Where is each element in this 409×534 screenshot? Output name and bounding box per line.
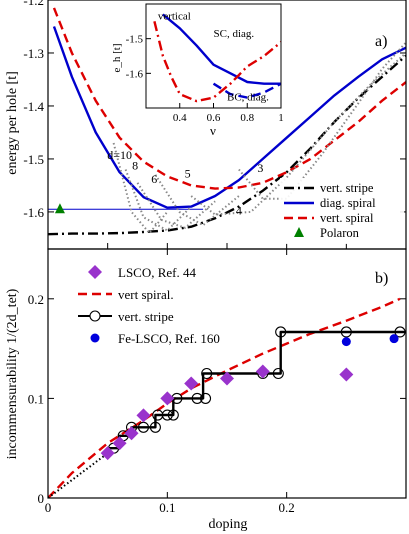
curve-label-4: 4: [236, 204, 242, 218]
inset-label-bc-diag-: BC, diag.: [227, 91, 269, 103]
inset-ytick-label: -1.6: [126, 68, 144, 80]
inset-label-sc-diag-: SC, diag.: [214, 28, 255, 40]
panel-b-ytick-label: 0.1: [28, 391, 44, 406]
inset-ylabel: e_h [t]: [111, 43, 123, 72]
panel-b-ylabel: incommensurability 1/(2d_tet): [5, 288, 20, 459]
lsco-point: [339, 367, 354, 382]
legend-fe-marker: [90, 333, 100, 343]
stripe-circle: [272, 367, 284, 380]
legend-label: vert. spiral: [320, 211, 374, 225]
stripe-circle: [199, 392, 212, 404]
curve-label-3: 3: [257, 161, 263, 175]
fe-lsco-point: [389, 334, 399, 344]
panel-a-series-d-4: [190, 52, 406, 216]
lsco-point: [220, 371, 234, 386]
panel-b-ytick-label: 0.2: [28, 292, 44, 307]
panel-b-xtick-label: 0.1: [159, 500, 175, 515]
lsco-point: [136, 408, 151, 423]
panel-b-xtick-label: 0: [45, 500, 52, 515]
panel-a-ytick-label: -1.5: [23, 152, 44, 167]
legend-label: vert. stripe: [320, 181, 374, 195]
curve-label-8: 8: [132, 159, 138, 173]
legend-label: Polaron: [320, 226, 360, 240]
legend-lsco-marker: [88, 265, 102, 279]
panel-a-series-vert-stripe: [48, 54, 406, 236]
lsco-point: [184, 376, 199, 391]
lsco-point: [124, 426, 139, 441]
panel-a-ytick-label: -1.2: [23, 0, 44, 8]
inset-label-vertical: vertical: [158, 11, 191, 23]
stripe-circle: [161, 409, 173, 421]
inset-series-sc-diag-: [162, 13, 281, 85]
inset-plot: 0.4 0.6 0.8 1 -1.6 -1.5 vertical SC, diag. BC, …: [111, 3, 284, 138]
panel-a-label: a): [375, 33, 387, 50]
lsco-point: [255, 364, 270, 379]
panel-b-frame: [47, 248, 407, 499]
panel-b-legend: LSCO, Ref. 44 vert spiral. vert. stripe Fe-…: [78, 265, 220, 346]
lsco-point: [100, 446, 115, 461]
panel-b-xlabel: doping: [209, 517, 248, 532]
panel-b: 0 0.1 0.2 0 0.1 0.2 incommensurability 1/(2d_…: [5, 248, 407, 532]
legend-polaron-marker: [294, 227, 304, 237]
stripe-circle: [167, 409, 179, 421]
inset-xtick-label: 0.6: [207, 112, 221, 124]
inset-xlabel: ν: [210, 123, 216, 138]
legend-label: diag. spiral: [320, 196, 376, 210]
panel-b-label: b): [375, 270, 388, 287]
legend-label: vert. stripe: [118, 309, 174, 324]
panel-b-series-dotted-guide: [48, 452, 109, 498]
stripe-circle: [340, 326, 352, 338]
legend-label: vert spiral.: [118, 287, 174, 302]
inset-series-vertical: [153, 21, 281, 103]
curve-label-5: 5: [185, 166, 191, 180]
stripe-circle: [394, 326, 406, 338]
inset-xtick-label: 0.8: [240, 112, 254, 124]
panel-a-series-d-8: [124, 169, 192, 232]
stripe-circle: [201, 367, 213, 380]
panel-b-ytick-label: 0: [38, 491, 45, 506]
panel-a-ytick-label: -1.4: [23, 99, 44, 114]
panel-a-series-d-6: [136, 182, 216, 229]
panel-a-ylabel: energy per hole [t]: [5, 71, 20, 175]
panel-a-series-d-10: [112, 142, 169, 235]
stripe-circle: [149, 421, 161, 433]
inset-background: [146, 4, 281, 108]
inset-xtick-label: 1: [278, 112, 284, 124]
polaron-marker: [54, 203, 65, 214]
legend-label: Fe-LSCO, Ref. 160: [118, 331, 220, 346]
curve-label-6: 6: [151, 172, 157, 186]
curve-label-d10: d=10: [107, 148, 132, 162]
stripe-circle: [191, 392, 203, 404]
panel-a-ytick-label: -1.6: [23, 205, 44, 220]
lsco-point: [112, 436, 127, 451]
panel-b-series-vert-spiral-: [48, 297, 401, 498]
panel-a-ytick-label: -1.3: [23, 46, 44, 61]
inset-series-bc-diag-: [212, 82, 281, 99]
legend-stripe-circle: [89, 310, 101, 322]
panel-b-xtick-label: 0.2: [279, 500, 295, 515]
lsco-point: [160, 391, 175, 406]
inset-ytick-label: -1.5: [126, 34, 144, 46]
inset-xtick-label: 0.4: [173, 112, 187, 124]
fe-lsco-point: [341, 337, 351, 347]
stripe-circle: [275, 326, 287, 338]
legend-label: LSCO, Ref. 44: [118, 265, 197, 280]
panel-a-series-vert-spiral: [52, 7, 406, 190]
